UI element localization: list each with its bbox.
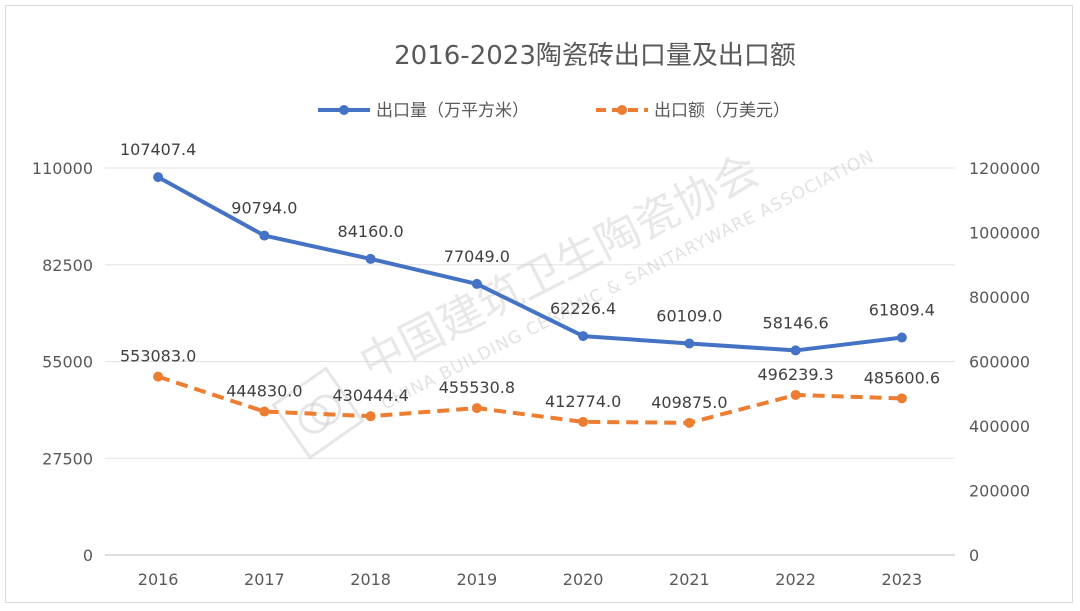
data-point bbox=[259, 230, 270, 241]
y-left-tick-label: 82500 bbox=[42, 256, 93, 275]
data-point bbox=[896, 393, 907, 404]
y-axis-left: 0 27500 55000 82500 110000 bbox=[32, 159, 93, 565]
data-point bbox=[578, 416, 589, 427]
data-label: 553083.0 bbox=[120, 347, 196, 366]
data-label: 90794.0 bbox=[231, 199, 297, 218]
data-label: 485600.6 bbox=[864, 368, 940, 387]
data-point bbox=[153, 371, 164, 382]
series-layer: 107407.4 90794.0 84160.0 77049.0 62226.4 6010… bbox=[120, 140, 940, 428]
data-label: 107407.4 bbox=[120, 140, 196, 159]
y-right-tick-label: 200000 bbox=[969, 482, 1030, 501]
x-tick-label: 2017 bbox=[244, 570, 285, 589]
data-label: 430444.4 bbox=[332, 386, 408, 405]
data-label: 61809.4 bbox=[869, 301, 935, 320]
x-tick-label: 2021 bbox=[669, 570, 710, 589]
x-tick-label: 2016 bbox=[138, 570, 179, 589]
series-line-2 bbox=[157, 374, 902, 425]
data-label: 496239.3 bbox=[757, 365, 833, 384]
x-tick-label: 2023 bbox=[882, 570, 923, 589]
legend: 出口量（万平方米） 出口额（万美元） bbox=[318, 101, 790, 121]
y-right-tick-label: 1200000 bbox=[969, 159, 1040, 178]
data-point bbox=[365, 411, 376, 422]
data-label: 84160.0 bbox=[338, 222, 404, 241]
series-line-1 bbox=[157, 175, 903, 353]
data-point bbox=[790, 345, 801, 356]
chart-frame bbox=[5, 5, 1073, 603]
data-label: 409875.0 bbox=[651, 393, 727, 412]
y-left-tick-label: 27500 bbox=[42, 449, 93, 468]
y-left-tick-label: 0 bbox=[83, 546, 93, 565]
legend-marker-1 bbox=[339, 105, 349, 115]
data-label: 60109.0 bbox=[656, 307, 722, 326]
data-point bbox=[684, 338, 695, 349]
y-right-tick-label: 600000 bbox=[969, 353, 1030, 372]
x-tick-label: 2019 bbox=[457, 570, 498, 589]
data-point bbox=[790, 389, 801, 400]
data-label: 58146.6 bbox=[763, 313, 829, 332]
y-right-tick-label: 0 bbox=[969, 546, 979, 565]
gridlines bbox=[105, 167, 955, 556]
x-tick-label: 2018 bbox=[350, 570, 391, 589]
legend-label-2: 出口额（万美元） bbox=[654, 101, 790, 121]
y-right-tick-label: 800000 bbox=[969, 288, 1030, 307]
chart-title: 2016-2023陶瓷砖出口量及出口额 bbox=[394, 41, 796, 71]
data-point bbox=[471, 403, 482, 414]
x-tick-label: 2022 bbox=[775, 570, 816, 589]
data-label: 412774.0 bbox=[545, 392, 621, 411]
data-label: 62226.4 bbox=[550, 299, 616, 318]
x-tick-label: 2020 bbox=[563, 570, 604, 589]
legend-label-1: 出口量（万平方米） bbox=[376, 101, 529, 121]
x-axis: 2016 2017 2018 2019 2020 2021 2022 2023 bbox=[138, 570, 922, 589]
legend-marker-2 bbox=[617, 105, 627, 115]
y-right-tick-label: 400000 bbox=[969, 417, 1030, 436]
y-right-tick-label: 1000000 bbox=[969, 224, 1040, 243]
data-point bbox=[153, 172, 164, 183]
data-label: 455530.8 bbox=[439, 378, 515, 397]
y-left-tick-label: 55000 bbox=[42, 353, 93, 372]
y-axis-right: 0 200000 400000 600000 800000 1000000 1200000 bbox=[969, 159, 1040, 565]
y-left-tick-label: 110000 bbox=[32, 159, 93, 178]
data-point bbox=[259, 406, 270, 417]
data-label: 77049.0 bbox=[444, 247, 510, 266]
data-label: 444830.0 bbox=[226, 382, 302, 401]
data-point bbox=[471, 278, 482, 289]
data-point bbox=[578, 331, 589, 342]
watermark-logo-icon bbox=[271, 366, 365, 460]
data-point bbox=[684, 417, 695, 428]
data-point bbox=[365, 253, 376, 264]
data-point bbox=[896, 332, 907, 343]
